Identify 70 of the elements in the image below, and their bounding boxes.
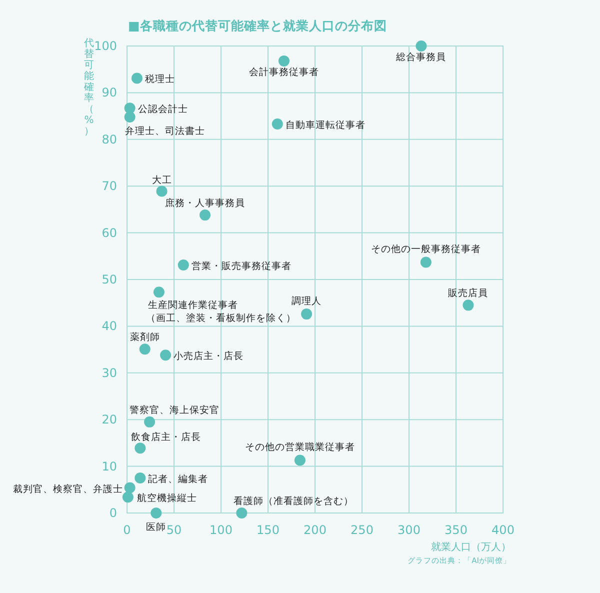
x-tick-label: 100 (210, 523, 232, 537)
annotation: 裁判官、検察官、弁護士 (12, 482, 123, 495)
point (153, 286, 164, 298)
annotation: 総合事務員 (395, 51, 446, 63)
point (150, 508, 162, 518)
y-tick-label: 90 (102, 86, 117, 100)
point (236, 508, 248, 518)
point (134, 442, 146, 454)
y-tick-label: 50 (102, 272, 117, 286)
chart-title: ■各職種の代替可能確率と就業人口の分布図 (128, 18, 387, 33)
annotation: 営業・販売事務従事者 (191, 260, 292, 272)
annotation: 小売店主・店長 (174, 350, 244, 362)
point (420, 256, 432, 268)
annotation: 生産関連作業従事者 (148, 299, 238, 312)
annotation: その他の一般事務従事者 (370, 243, 481, 256)
annotation: 記者、編集者 (148, 472, 208, 485)
y-tick-label: 40 (102, 319, 117, 334)
point (156, 186, 168, 197)
y-tick-label: 60 (102, 226, 117, 240)
point (278, 55, 290, 66)
annotation: 公認会計士 (138, 103, 188, 116)
annotation: 弁理士、司法書士 (124, 124, 205, 137)
x-tick-label: 350 (444, 523, 468, 537)
x-tick-label: 150 (256, 523, 280, 537)
annotation: 税理士 (144, 73, 175, 86)
annotation: 医師 (146, 521, 166, 533)
text: 代替可能確率（%） (84, 38, 94, 137)
point (124, 482, 136, 494)
annotation: 航空機操縦士 (136, 492, 197, 504)
x-tick-label: 50 (166, 523, 182, 537)
y-tick-label: 10 (102, 459, 117, 474)
y-tick-label: 30 (102, 366, 117, 380)
point (301, 308, 312, 320)
y-tick-label: 70 (102, 179, 117, 194)
point (200, 210, 211, 221)
point (272, 118, 283, 130)
y-tick-label: 20 (102, 412, 117, 427)
annotation: 会計事務従事者 (248, 66, 319, 78)
y-tick-label: 80 (102, 132, 117, 146)
annotation: その他の営業職業従事者 (244, 441, 355, 454)
annotation: 大工 (152, 174, 172, 186)
y-tick-label: 0 (109, 506, 117, 520)
annotation: （画工、塗装・看板制作を除く） (146, 312, 296, 324)
annotation: 庶務・人事事務員 (165, 197, 246, 210)
point (124, 102, 136, 114)
y-tick-label: 100 (94, 39, 117, 53)
annotation: 自動車運転従事者 (285, 118, 366, 131)
annotation: 販売店員 (448, 287, 488, 300)
point (178, 260, 189, 271)
x-axis-title: 就業人口（万人） (431, 541, 511, 553)
annotation: 看護師（准看護師を含む） (234, 495, 354, 507)
point (160, 350, 172, 361)
point (122, 492, 134, 503)
annotation: 調理人 (292, 295, 322, 308)
x-tick-label: 400 (492, 523, 514, 537)
point (416, 40, 427, 52)
point (124, 111, 136, 122)
x-tick-label: 0 (123, 523, 131, 537)
point (131, 72, 142, 84)
x-tick-label: 250 (350, 523, 374, 537)
point (462, 300, 474, 311)
point (139, 344, 150, 355)
x-tick-label: 300 (398, 523, 420, 537)
annotation: 薬剤師 (130, 331, 160, 344)
annotation: 警察官、海上保安官 (130, 404, 220, 416)
x-tick-label: 200 (304, 523, 326, 537)
point (294, 454, 306, 466)
point (144, 416, 156, 428)
point (134, 472, 146, 484)
annotation: 飲食店主・店長 (131, 431, 202, 444)
